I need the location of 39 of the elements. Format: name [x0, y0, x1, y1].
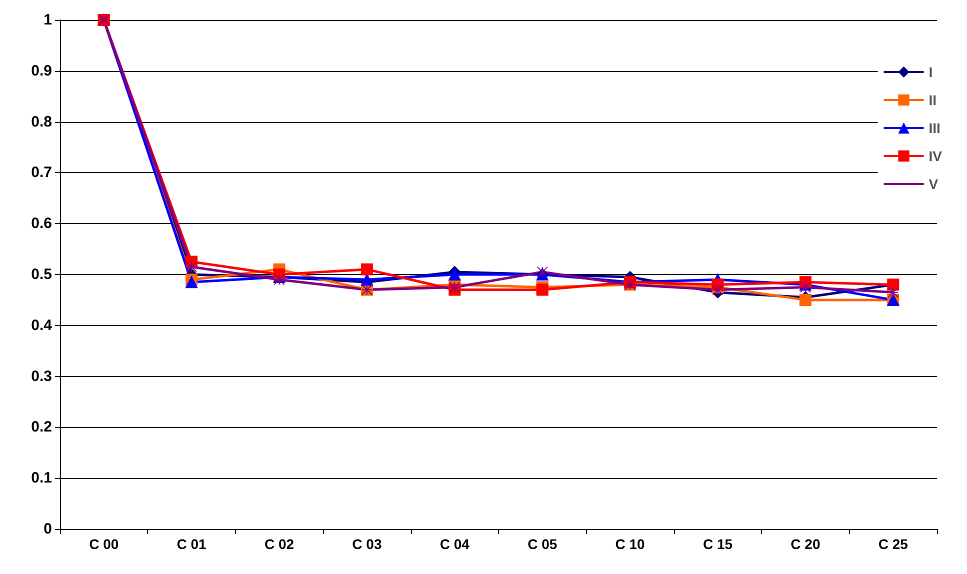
- x-tick-label: C 20: [790, 536, 820, 552]
- point: [800, 282, 811, 293]
- legend-label: I: [928, 64, 933, 80]
- point: [536, 266, 548, 278]
- point: [448, 268, 461, 280]
- y-tick-label: 0.4: [31, 316, 53, 334]
- x-tick-label: C 03: [352, 536, 382, 552]
- point: [449, 282, 460, 293]
- x-tick-label: C 15: [702, 536, 733, 552]
- x-tick-label: C 05: [528, 536, 558, 552]
- x-tick-label: C 04: [440, 536, 470, 552]
- y-tick-label: 0.1: [31, 470, 52, 487]
- x-tick-label: C 02: [264, 536, 294, 552]
- point: [360, 263, 373, 276]
- point: [274, 274, 285, 286]
- legend-label: V: [928, 176, 939, 192]
- x-tick-label: C 10: [615, 536, 646, 552]
- y-tick-label: 0.8: [31, 113, 52, 130]
- y-tick-label: 0.5: [31, 266, 52, 283]
- y-tick-label: 0.9: [31, 62, 52, 80]
- point: [186, 261, 198, 272]
- x-tick-label: C 00: [89, 536, 119, 552]
- y-tick-label: 0.6: [31, 215, 52, 232]
- point: [360, 274, 373, 286]
- y-tick-label: 0: [44, 520, 52, 538]
- point: [712, 284, 724, 296]
- y-tick-label: 1: [44, 12, 52, 28]
- point: [536, 284, 548, 296]
- y-tick-label: 0.7: [31, 164, 52, 182]
- legend-label: III: [928, 120, 940, 136]
- y-tick-label: 0.3: [31, 368, 52, 385]
- legend-label: IV: [928, 148, 943, 164]
- point: [888, 286, 899, 298]
- x-tick-label: C 25: [878, 536, 908, 552]
- x-tick-label: C 01: [176, 536, 207, 552]
- y-tick-label: 0.2: [31, 418, 52, 436]
- point: [186, 276, 198, 288]
- legend-label: II: [928, 92, 937, 108]
- point: [799, 294, 812, 306]
